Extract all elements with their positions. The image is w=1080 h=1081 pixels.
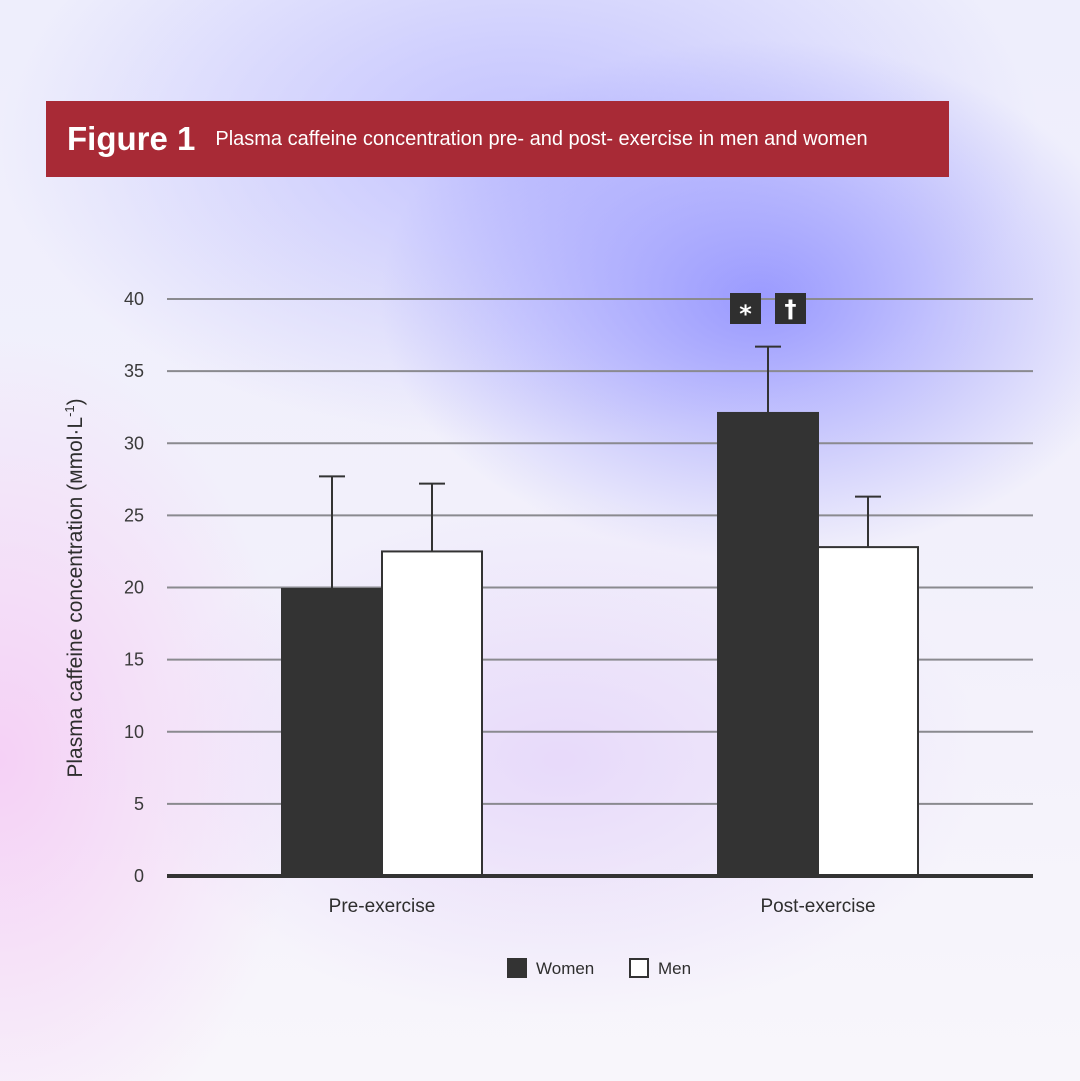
significance-symbol-1: †: [785, 295, 797, 323]
significance-symbol-0: *: [739, 300, 752, 328]
y-tick-35: 35: [124, 361, 144, 381]
category-label-0: Pre-exercise: [329, 896, 436, 917]
y-tick-20: 20: [124, 578, 144, 598]
error-bars: [319, 345, 881, 589]
y-tick-40: 40: [124, 289, 144, 309]
figure-title: Plasma caffeine concentration pre- and p…: [215, 127, 868, 150]
y-tick-0: 0: [134, 866, 144, 886]
y-axis-label-superscript: -1: [62, 405, 77, 417]
y-axis-label-close: ): [64, 398, 87, 405]
bars: [281, 411, 919, 877]
bar-women-0: [281, 587, 383, 877]
category-label-1: Post-exercise: [760, 896, 875, 917]
bar-men-0: [381, 550, 483, 877]
y-tick-10: 10: [124, 722, 144, 742]
legend-swatch-women: [507, 958, 527, 978]
significance-markers: * †: [730, 293, 806, 328]
y-tick-25: 25: [124, 505, 144, 525]
y-tick-15: 15: [124, 650, 144, 670]
legend-label-women: Women: [536, 959, 594, 978]
figure-banner: Figure 1 Plasma caffeine concentration p…: [46, 101, 949, 177]
y-axis-label: Plasma caffeine concentration (мmol·L-1): [62, 398, 87, 777]
legend-swatch-men: [629, 958, 649, 978]
significance-box-0: [730, 293, 761, 324]
y-tick-30: 30: [124, 433, 144, 453]
figure-label: Figure 1: [67, 120, 196, 157]
significance-box-1: [775, 293, 806, 324]
y-tick-5: 5: [134, 794, 144, 814]
category-labels: Pre-exercise Post-exercise: [329, 896, 876, 917]
legend: Women Men: [507, 958, 691, 978]
y-tick-labels: 0 5 10 15 20 25 30 35 40: [124, 289, 144, 886]
bar-men-1: [817, 546, 919, 877]
y-axis-label-text: Plasma caffeine concentration (мmol·L: [64, 417, 87, 778]
bar-women-1: [717, 411, 819, 877]
legend-label-men: Men: [658, 959, 691, 978]
